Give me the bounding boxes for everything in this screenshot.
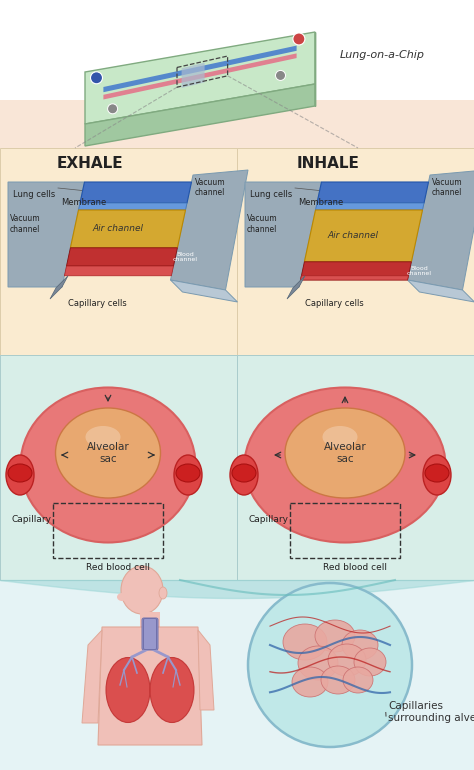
Ellipse shape — [117, 593, 127, 601]
FancyBboxPatch shape — [144, 618, 156, 650]
Text: Membrane: Membrane — [61, 198, 106, 207]
Text: Capillary cells: Capillary cells — [305, 300, 364, 308]
Bar — [0, 0, 474, 148]
Text: Alveolar
sac: Alveolar sac — [324, 442, 366, 464]
Text: Capillaries
surrounding alveoli: Capillaries surrounding alveoli — [388, 701, 474, 723]
Bar — [0, 148, 237, 355]
Polygon shape — [85, 84, 315, 146]
Bar — [53, 503, 163, 558]
Text: Capillary: Capillary — [12, 515, 52, 524]
Text: Vacuum
channel: Vacuum channel — [247, 214, 278, 234]
Ellipse shape — [343, 667, 373, 693]
Text: Lung cells: Lung cells — [250, 190, 292, 199]
Ellipse shape — [321, 666, 355, 694]
Bar — [237, 148, 474, 355]
Text: Vacuum
channel: Vacuum channel — [195, 178, 226, 197]
Bar — [0, 355, 237, 580]
Ellipse shape — [176, 464, 200, 482]
Text: Alveolar
sac: Alveolar sac — [87, 442, 129, 464]
Ellipse shape — [232, 464, 256, 482]
Polygon shape — [85, 32, 315, 124]
Polygon shape — [301, 262, 411, 280]
Polygon shape — [408, 280, 474, 302]
Ellipse shape — [423, 455, 451, 495]
Polygon shape — [98, 627, 202, 745]
Text: Air channel: Air channel — [92, 224, 144, 233]
Bar — [290, 503, 400, 558]
FancyBboxPatch shape — [142, 618, 158, 650]
Circle shape — [91, 72, 102, 84]
Text: Capillary cells: Capillary cells — [68, 300, 127, 308]
Text: Membrane: Membrane — [298, 198, 343, 207]
Ellipse shape — [285, 408, 405, 498]
Polygon shape — [245, 182, 321, 287]
Ellipse shape — [342, 630, 378, 660]
Polygon shape — [0, 100, 474, 148]
Text: Vacuum
channel: Vacuum channel — [432, 178, 463, 197]
Ellipse shape — [121, 566, 163, 614]
Ellipse shape — [85, 426, 120, 448]
Circle shape — [248, 583, 412, 747]
Text: Blood
channel: Blood channel — [407, 266, 432, 276]
Bar — [0, 580, 474, 770]
Polygon shape — [171, 280, 237, 302]
Polygon shape — [301, 276, 409, 280]
Ellipse shape — [328, 644, 366, 676]
Text: Blood
channel: Blood channel — [173, 252, 198, 263]
Text: Red blood cell: Red blood cell — [323, 564, 387, 573]
Polygon shape — [8, 182, 84, 287]
Ellipse shape — [425, 464, 449, 482]
Ellipse shape — [292, 667, 328, 697]
Circle shape — [275, 70, 285, 80]
Ellipse shape — [230, 455, 258, 495]
Ellipse shape — [150, 658, 194, 722]
Text: Vacuum
channel: Vacuum channel — [10, 214, 41, 234]
Ellipse shape — [106, 658, 150, 722]
Ellipse shape — [55, 408, 161, 498]
Polygon shape — [287, 276, 305, 299]
Bar — [140, 612, 160, 630]
Ellipse shape — [159, 587, 167, 599]
Ellipse shape — [245, 387, 446, 543]
Polygon shape — [316, 203, 424, 210]
Polygon shape — [198, 630, 214, 710]
Polygon shape — [82, 630, 102, 723]
Ellipse shape — [174, 455, 202, 495]
Text: Capillary: Capillary — [249, 515, 289, 524]
Bar — [237, 355, 474, 580]
Polygon shape — [171, 170, 248, 290]
Polygon shape — [79, 203, 187, 210]
Polygon shape — [182, 62, 205, 88]
Polygon shape — [408, 170, 474, 290]
Ellipse shape — [298, 646, 338, 680]
Text: Red blood cell: Red blood cell — [86, 564, 150, 573]
Ellipse shape — [6, 455, 34, 495]
Polygon shape — [66, 248, 177, 266]
Polygon shape — [71, 210, 185, 248]
Text: EXHALE: EXHALE — [57, 156, 123, 170]
Polygon shape — [304, 210, 422, 262]
Ellipse shape — [322, 426, 357, 448]
Ellipse shape — [354, 648, 386, 676]
Polygon shape — [64, 266, 173, 276]
Ellipse shape — [8, 464, 32, 482]
Polygon shape — [50, 276, 68, 299]
Text: Lung cells: Lung cells — [13, 190, 55, 199]
Text: INHALE: INHALE — [297, 156, 359, 170]
Polygon shape — [317, 182, 428, 203]
Circle shape — [293, 33, 305, 45]
Ellipse shape — [20, 387, 195, 543]
Polygon shape — [103, 53, 297, 99]
Polygon shape — [103, 45, 297, 92]
Ellipse shape — [283, 624, 327, 660]
Text: Air channel: Air channel — [328, 232, 379, 240]
Text: Lung-on-a-Chip: Lung-on-a-Chip — [340, 50, 425, 60]
Ellipse shape — [315, 620, 355, 652]
Polygon shape — [80, 182, 191, 203]
Circle shape — [108, 104, 118, 114]
